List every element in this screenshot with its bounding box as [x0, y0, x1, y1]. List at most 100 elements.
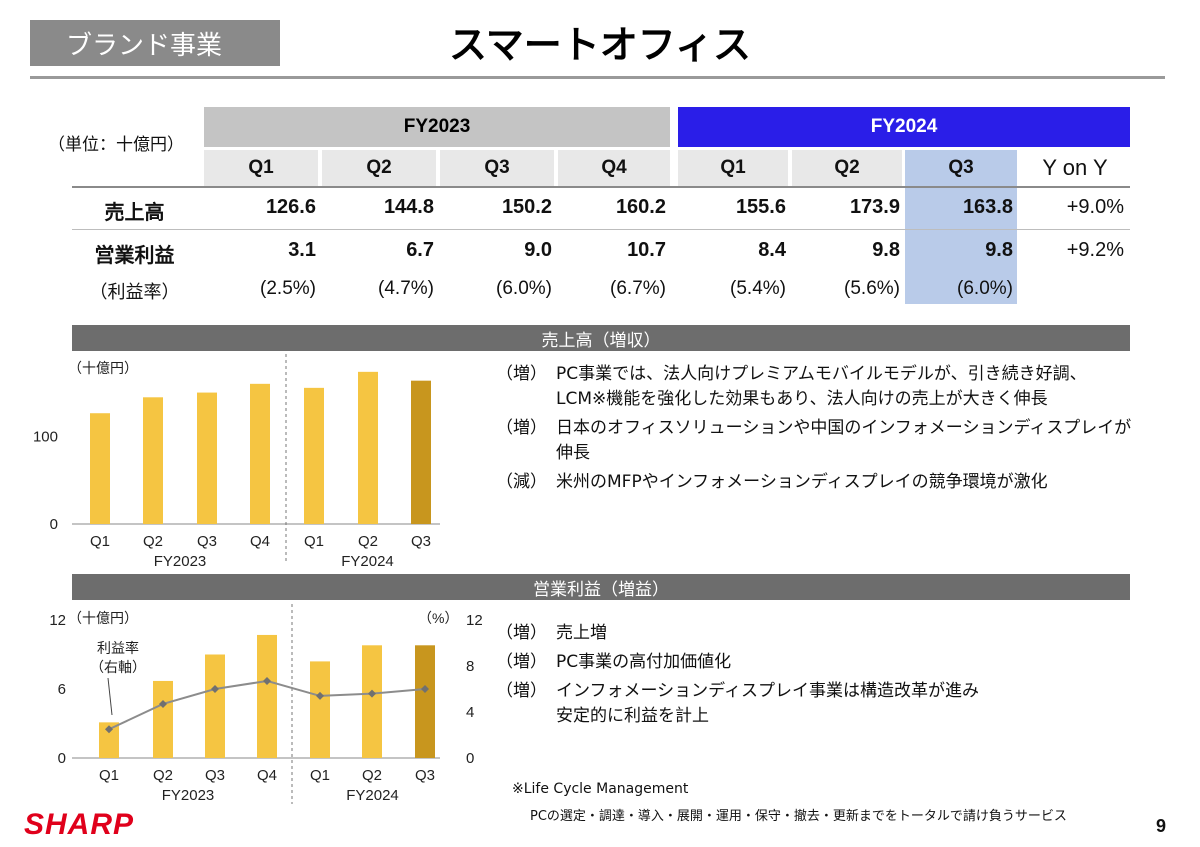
- row-label-sales: 売上高: [104, 200, 165, 224]
- y-tick-label: 100: [33, 429, 58, 446]
- bar: [304, 387, 324, 524]
- table-rule: [72, 186, 1130, 188]
- profit-combo-chart: （十億円） （%） 利益率 （右軸） 0 6 12 0 4 8 12 Q1 Q2 Q3 Q4 Q1…: [49, 604, 483, 804]
- x-tick-label: Q1: [99, 767, 119, 784]
- bar: [415, 645, 435, 758]
- table-cell: (2.5%): [260, 278, 316, 299]
- right-tick-label: 4: [466, 704, 474, 721]
- quarter-header: Q3: [440, 150, 554, 186]
- group-label: FY2023: [154, 553, 207, 570]
- page-title: スマートオフィス: [448, 23, 752, 67]
- x-tick-label: Q4: [257, 767, 277, 784]
- bar: [250, 383, 270, 524]
- bar: [310, 661, 330, 758]
- title-divider: [30, 76, 1165, 79]
- group-label: FY2023: [162, 787, 215, 804]
- margin-point: [421, 685, 429, 693]
- profit-unit-label: （十億円）: [68, 610, 138, 626]
- highlight-column: [905, 186, 1017, 304]
- table-rule: [72, 229, 1130, 230]
- fy2024-header: FY2024: [678, 107, 1130, 147]
- bullet-tag: （増）: [496, 418, 547, 438]
- sales-unit-label: （十億円）: [68, 360, 138, 376]
- bar: [411, 380, 431, 524]
- bullet-line: 米州のMFPやインフォメーションディスプレイの競争環境が激化: [556, 472, 1048, 492]
- y-tick-label: 0: [58, 750, 66, 767]
- table-unit: （単位：十億円）: [48, 135, 184, 155]
- right-tick-label: 0: [466, 750, 474, 767]
- y-tick-label: 12: [49, 612, 66, 629]
- bullet-tag: （増）: [496, 681, 547, 701]
- footnote-text: PCの選定・調達・導入・展開・運用・保守・撤去・更新までをトータルで請け負うサー…: [530, 809, 1067, 824]
- bullet-line: 伸長: [556, 443, 590, 463]
- table-cell: 9.8: [872, 239, 900, 261]
- table-cell: 8.4: [758, 239, 786, 261]
- bullet-tag: （増）: [496, 623, 547, 643]
- bullet-line: インフォメーションディスプレイ事業は構造改革が進み: [556, 681, 979, 701]
- bullet-line: 売上増: [556, 623, 607, 643]
- bar: [90, 413, 110, 524]
- margin-series-label: 利益率: [97, 640, 139, 656]
- footnote-title: ※Life Cycle Management: [512, 781, 689, 797]
- bar: [362, 645, 382, 758]
- bar: [153, 680, 173, 758]
- row-label-operating-profit: 営業利益: [94, 243, 175, 267]
- bullet-line: PC事業の高付加価値化: [556, 652, 732, 672]
- y-tick-label: 6: [58, 681, 66, 698]
- table-cell: 160.2: [615, 196, 666, 218]
- margin-point: [105, 725, 113, 734]
- x-tick-label: Q3: [197, 533, 217, 550]
- table-cell: (4.7%): [378, 278, 434, 299]
- bullet-tag: （増）: [496, 652, 547, 672]
- group-label: FY2024: [346, 787, 399, 804]
- margin-point: [316, 691, 324, 700]
- quarter-header: Q2: [792, 150, 902, 186]
- table-cell: (6.7%): [610, 278, 666, 299]
- bullet-line: PC事業では、法人向けプレミアムモバイルモデルが、引き続き好調、: [556, 364, 1087, 384]
- bar: [99, 722, 119, 758]
- profit-section-bar: 営業利益（増益）: [72, 574, 1130, 600]
- group-label: FY2024: [341, 553, 394, 570]
- quarter-header-current: Q3: [905, 150, 1017, 186]
- table-cell: (5.6%): [844, 278, 900, 299]
- sharp-logo: SHARP: [24, 808, 135, 841]
- right-tick-label: 12: [466, 612, 483, 629]
- x-tick-label: Q3: [205, 767, 225, 784]
- yoy-header: Y on Y: [1020, 150, 1130, 186]
- x-tick-label: Q2: [143, 533, 163, 550]
- bar: [205, 654, 225, 758]
- table-cell: 6.7: [406, 239, 434, 261]
- sales-bar-chart: （十億円） 0 100 Q1 Q2 Q3 Q4 Q1 Q2 Q3 FY2023 FY2024: [33, 354, 440, 570]
- fy2023-header: FY2023: [204, 107, 670, 147]
- x-tick-label: Q2: [153, 767, 173, 784]
- x-tick-label: Q3: [411, 533, 431, 550]
- bar: [358, 371, 378, 524]
- page-number: 9: [1156, 816, 1167, 836]
- table-cell: (5.4%): [730, 278, 786, 299]
- table-cell: 155.6: [735, 196, 786, 218]
- margin-point: [211, 685, 219, 693]
- table-cell: 9.8: [985, 239, 1013, 261]
- sales-section-bar: 売上高（増収）: [72, 325, 1130, 351]
- table-cell-yoy: +9.2%: [1066, 239, 1124, 261]
- table-cell: (6.0%): [957, 278, 1013, 299]
- quarter-header: Q1: [678, 150, 788, 186]
- margin-point: [159, 699, 167, 708]
- row-label-margin: （利益率）: [89, 282, 180, 303]
- bullet-line: 日本のオフィスソリューションや中国のインフォメーションディスプレイが: [556, 418, 1132, 438]
- table-cell: 163.8: [962, 196, 1013, 218]
- y-tick-label: 0: [50, 516, 58, 533]
- margin-point: [368, 689, 376, 698]
- table-cell: (6.0%): [496, 278, 552, 299]
- bar: [257, 634, 277, 758]
- x-tick-label: Q4: [250, 533, 270, 550]
- x-tick-label: Q2: [362, 767, 382, 784]
- right-tick-label: 8: [466, 658, 474, 675]
- x-tick-label: Q1: [90, 533, 110, 550]
- quarter-header: Q1: [204, 150, 318, 186]
- table-cell: 144.8: [383, 196, 434, 218]
- table-cell: 3.1: [288, 239, 316, 261]
- bullet-tag: （減）: [496, 472, 547, 492]
- x-tick-label: Q3: [415, 767, 435, 784]
- bullet-tag: （増）: [496, 364, 547, 384]
